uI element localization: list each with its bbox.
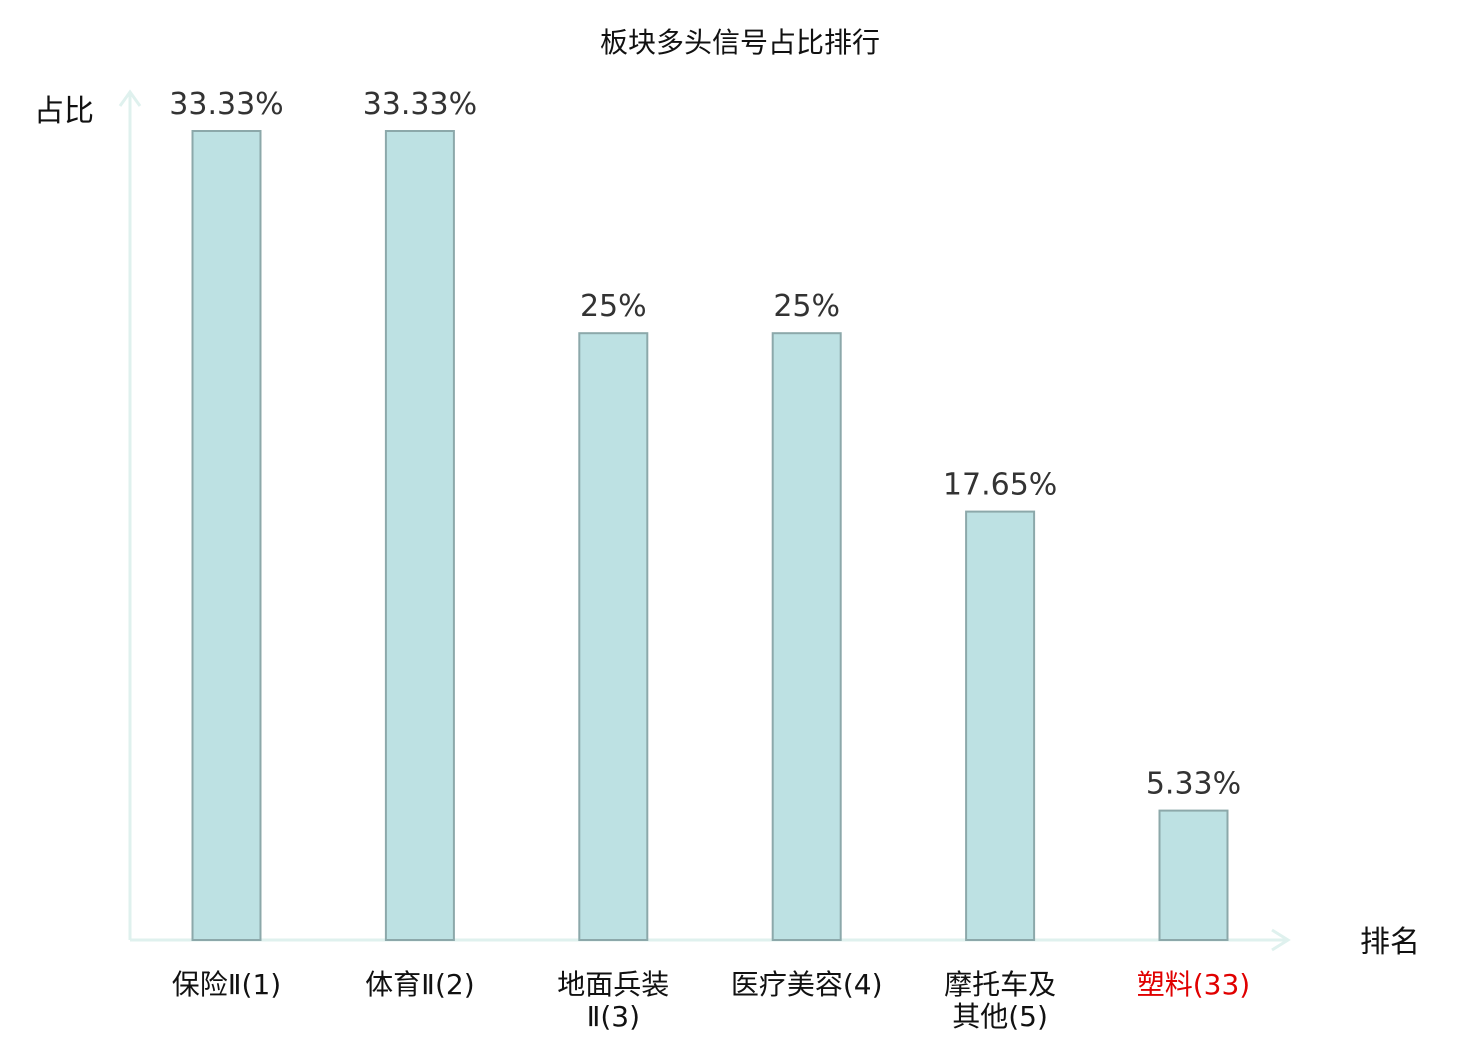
chart-title: 板块多头信号占比排行 [600,26,880,59]
bar-2 [578,332,649,941]
axes [118,89,1291,952]
bar-0 [191,130,262,941]
category-label-0: 保险Ⅱ(1) [172,968,281,1001]
category-label-4-line-1: 其他(5) [952,1000,1048,1033]
category-label-2-line-0: 地面兵装 [557,968,669,1001]
bar-4 [965,510,1036,941]
value-label-3: 25% [773,289,840,324]
y-axis-label: 占比 [34,94,94,129]
category-label-2-line-1: Ⅱ(3) [587,1000,640,1033]
y-axis-arrow [118,89,142,107]
category-label-5: 塑料(33) [1137,968,1250,1001]
x-axis-label: 排名 [1360,925,1420,960]
bar-3 [771,332,842,941]
value-label-2: 25% [580,289,647,324]
bar-1 [384,130,455,941]
category-label-3: 医疗美容(4) [731,968,883,1001]
bar-5 [1158,809,1229,941]
value-label-0: 33.33% [169,87,283,122]
value-label-5: 5.33% [1146,767,1241,802]
value-label-4: 17.65% [943,468,1057,503]
category-label-4-line-0: 摩托车及 [944,968,1056,1001]
x-axis-arrow [1271,928,1291,952]
value-label-1: 33.33% [363,87,477,122]
category-label-1: 体育Ⅱ(2) [365,968,474,1001]
